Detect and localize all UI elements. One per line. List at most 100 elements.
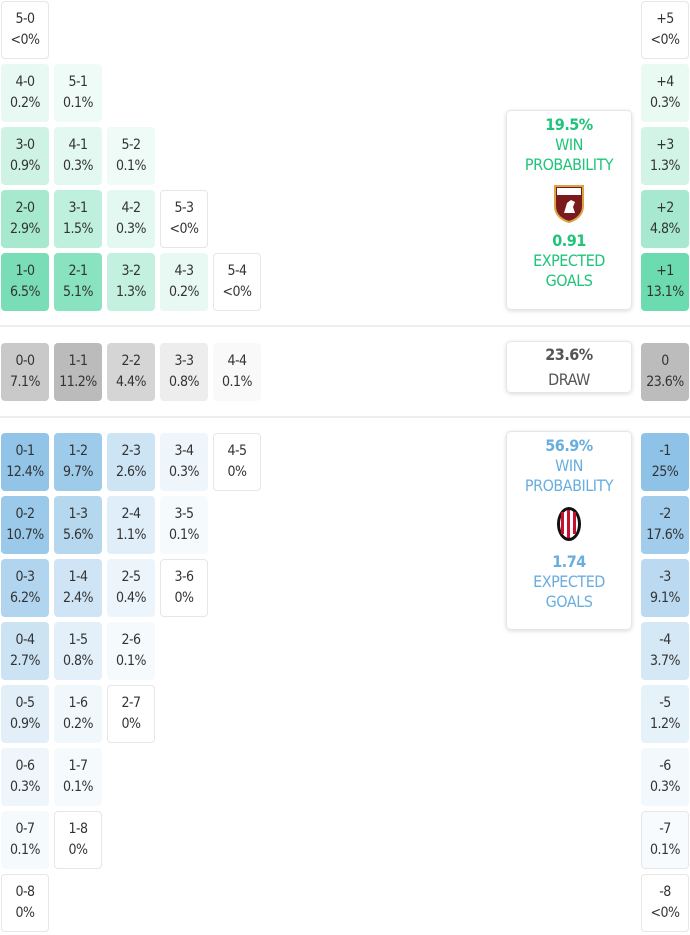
score-label: 0-8 <box>15 884 35 900</box>
scoreline-cell: 4-5 0% <box>213 433 261 491</box>
margin-cell: -7 0.1% <box>641 811 689 869</box>
scoreline-cell: 3-2 1.3% <box>107 253 155 311</box>
score-label: -4 <box>659 632 671 648</box>
scoreline-cell: 0-3 6.2% <box>1 559 49 617</box>
home-win-panel: 19.5% WIN PROBABILITY 0.91 EXPECTED GOAL… <box>506 110 632 310</box>
scoreline-cell: 0-5 0.9% <box>1 685 49 743</box>
margin-cell: -8 <0% <box>641 874 689 932</box>
probability-value: 0.2% <box>169 284 200 300</box>
probability-value: 0.4% <box>116 590 147 606</box>
score-label: +2 <box>656 200 674 216</box>
probability-value: 9.1% <box>650 590 681 606</box>
margin-cell: +1 13.1% <box>641 253 689 311</box>
scoreline-cell: 1-4 2.4% <box>54 559 102 617</box>
scoreline-cell: 3-1 1.5% <box>54 190 102 248</box>
scoreline-cell: 3-3 0.8% <box>160 343 208 401</box>
probability-value: 0.8% <box>63 653 94 669</box>
score-label: 1-5 <box>68 632 88 648</box>
probability-label: PROBABILITY <box>524 155 614 174</box>
probability-value: 25% <box>651 464 679 480</box>
margin-cell: -2 17.6% <box>641 496 689 554</box>
scoreline-cell: 1-3 5.6% <box>54 496 102 554</box>
margin-cell: -3 9.1% <box>641 559 689 617</box>
margin-cell: -5 1.2% <box>641 685 689 743</box>
probability-value: 7.1% <box>10 374 41 390</box>
score-label: 2-6 <box>121 632 141 648</box>
score-label: 4-5 <box>227 443 247 459</box>
divider <box>0 416 690 418</box>
probability-value: 11.2% <box>59 374 97 390</box>
margin-cell: +3 1.3% <box>641 127 689 185</box>
score-label: 1-2 <box>68 443 88 459</box>
probability-value: 5.1% <box>63 284 94 300</box>
margin-cell: +4 0.3% <box>641 64 689 122</box>
score-label: 3-2 <box>121 263 141 279</box>
probability-value: 0.1% <box>63 779 94 795</box>
scoreline-cell: 1-2 9.7% <box>54 433 102 491</box>
probability-value: 0.8% <box>169 374 200 390</box>
probability-value: 0.3% <box>116 221 147 237</box>
score-label: 1-1 <box>68 353 88 369</box>
probability-value: 0% <box>227 464 247 480</box>
scoreline-cell: 2-5 0.4% <box>107 559 155 617</box>
scoreline-cell: 5-1 0.1% <box>54 64 102 122</box>
probability-value: 0.1% <box>222 374 253 390</box>
score-label: 2-7 <box>121 695 141 711</box>
probability-value: 1.2% <box>650 716 681 732</box>
goals-label: GOALS <box>545 271 593 290</box>
probability-value: 1.5% <box>63 221 94 237</box>
probability-value: 3.7% <box>650 653 681 669</box>
probability-value: 0.1% <box>116 158 147 174</box>
score-label: 4-4 <box>227 353 247 369</box>
scoreline-cell: 0-6 0.3% <box>1 748 49 806</box>
probability-value: 2.7% <box>10 653 41 669</box>
score-label: -2 <box>659 506 671 522</box>
score-label: 5-4 <box>227 263 247 279</box>
probability-value: 6.2% <box>10 590 41 606</box>
probability-value: 0.1% <box>116 653 147 669</box>
probability-value: 0.3% <box>650 779 681 795</box>
scoreline-cell: 2-4 1.1% <box>107 496 155 554</box>
score-label: -5 <box>659 695 671 711</box>
probability-value: 2.6% <box>116 464 147 480</box>
score-label: 1-4 <box>68 569 88 585</box>
scoreline-cell: 2-3 2.6% <box>107 433 155 491</box>
probability-value: 0.9% <box>10 158 41 174</box>
margin-cell: -1 25% <box>641 433 689 491</box>
score-label: 1-3 <box>68 506 88 522</box>
scoreline-cell: 1-5 0.8% <box>54 622 102 680</box>
score-label: -6 <box>659 758 671 774</box>
probability-value: <0% <box>650 905 680 921</box>
score-label: +1 <box>656 263 674 279</box>
milan-crest-icon <box>552 504 586 544</box>
probability-value: 0.1% <box>10 842 41 858</box>
scoreline-cell: 0-8 0% <box>1 874 49 932</box>
probability-value: 0% <box>68 842 88 858</box>
score-label: 3-0 <box>15 137 35 153</box>
margin-cell: +5 <0% <box>641 1 689 59</box>
score-label: +3 <box>656 137 674 153</box>
scoreline-cell: 0-2 10.7% <box>1 496 49 554</box>
scoreline-cell: 4-3 0.2% <box>160 253 208 311</box>
probability-value: 0.1% <box>169 527 200 543</box>
goals-label: GOALS <box>545 592 593 611</box>
draw-label: DRAW <box>548 370 590 389</box>
probability-value: 0.3% <box>63 158 94 174</box>
scoreline-cell: 1-6 0.2% <box>54 685 102 743</box>
scoreline-cell: 1-8 0% <box>54 811 102 869</box>
scoreline-cell: 3-4 0.3% <box>160 433 208 491</box>
probability-value: 0.3% <box>169 464 200 480</box>
probability-value: 0.9% <box>10 716 41 732</box>
score-label: 0-1 <box>15 443 35 459</box>
score-label: 2-3 <box>121 443 141 459</box>
scoreline-cell: 2-0 2.9% <box>1 190 49 248</box>
scoreline-cell: 5-0 <0% <box>1 1 49 59</box>
probability-value: 1.3% <box>116 284 147 300</box>
scoreline-cell: 1-0 6.5% <box>1 253 49 311</box>
away-xg: 1.74 <box>552 552 586 571</box>
scoreline-cell: 2-7 0% <box>107 685 155 743</box>
score-label: 3-1 <box>68 200 88 216</box>
score-label: 1-8 <box>68 821 88 837</box>
score-label: 1-7 <box>68 758 88 774</box>
probability-value: 13.1% <box>646 284 684 300</box>
